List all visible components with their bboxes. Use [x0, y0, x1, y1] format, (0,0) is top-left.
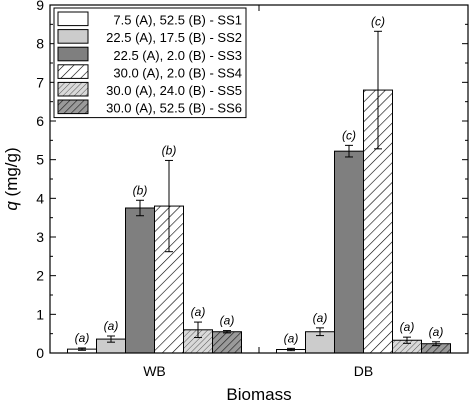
legend-label: 30.0 (A), 52.5 (B) - SS6: [106, 101, 242, 116]
x-tick-label: DB: [354, 363, 373, 379]
significance-label: (a): [220, 314, 235, 328]
legend-swatch: [57, 11, 89, 27]
y-tick-label: 8: [36, 36, 44, 52]
y-tick-label: 2: [36, 268, 44, 284]
bar: [212, 331, 242, 354]
legend: 7.5 (A), 52.5 (B) - SS1 22.5 (A), 17.5 (B…: [53, 7, 247, 119]
legend-label: 7.5 (A), 52.5 (B) - SS1: [113, 13, 242, 28]
y-tick-label: 9: [36, 0, 44, 13]
significance-label: (a): [429, 325, 444, 339]
significance-label: (b): [162, 143, 177, 157]
legend-swatch: [57, 29, 89, 44]
significance-label: (a): [284, 331, 299, 345]
legend-label: 30.0 (A), 24.0 (B) - SS5: [106, 83, 242, 98]
x-tick-label: WB: [143, 363, 166, 379]
legend-swatch: [57, 46, 89, 62]
y-tick-label: 0: [36, 345, 44, 361]
x-axis-title: Biomass: [226, 385, 291, 404]
y-tick-label: 5: [36, 152, 44, 168]
y-tick-label: 4: [36, 190, 44, 206]
y-axis-unit: (mg/g): [2, 147, 21, 201]
legend-swatch: [57, 99, 89, 115]
significance-label: (a): [313, 311, 328, 325]
legend-swatch: [57, 64, 89, 79]
y-axis-variable: q: [2, 201, 21, 211]
y-tick-label: 3: [36, 229, 44, 245]
significance-label: (b): [133, 183, 148, 197]
legend-label: 30.0 (A), 2.0 (B) - SS4: [113, 65, 242, 80]
significance-label: (a): [191, 305, 206, 319]
x-axis: WB DB: [143, 5, 373, 379]
y-axis: 0 1 2 3 4 5 6 7 8 9: [36, 0, 468, 361]
y-axis-title: q (mg/g): [2, 147, 21, 210]
significance-label: (c): [342, 128, 356, 142]
chart-marks: (a) (a) (a) (a) (b) (c) (b) (c) (a) (a) (a) (a): [67, 14, 451, 354]
legend-swatch: [57, 81, 89, 97]
bar: [334, 150, 364, 354]
bar: [125, 207, 155, 354]
significance-label: (a): [75, 331, 90, 345]
significance-label: (c): [371, 14, 385, 28]
significance-label: (a): [400, 320, 415, 334]
significance-label: (a): [104, 319, 119, 333]
legend-box: [53, 7, 247, 119]
y-tick-label: 1: [36, 306, 44, 322]
y-tick-label: 7: [36, 74, 44, 90]
legend-label: 22.5 (A), 17.5 (B) - SS2: [106, 30, 242, 45]
legend-label: 22.5 (A), 2.0 (B) - SS3: [113, 48, 242, 63]
y-tick-label: 6: [36, 113, 44, 129]
